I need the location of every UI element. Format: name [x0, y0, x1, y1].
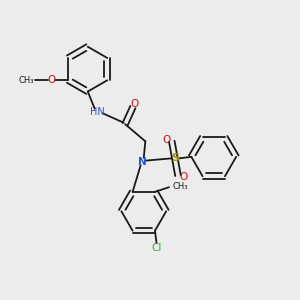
- Text: Cl: Cl: [151, 243, 162, 253]
- Text: S: S: [171, 153, 179, 164]
- Text: O: O: [162, 135, 170, 145]
- Text: N: N: [138, 157, 147, 166]
- Text: O: O: [179, 172, 188, 182]
- Text: HN: HN: [90, 107, 104, 117]
- Text: CH₃: CH₃: [172, 182, 188, 191]
- Text: CH₃: CH₃: [18, 76, 34, 85]
- Text: O: O: [47, 75, 56, 85]
- Text: O: O: [130, 99, 139, 109]
